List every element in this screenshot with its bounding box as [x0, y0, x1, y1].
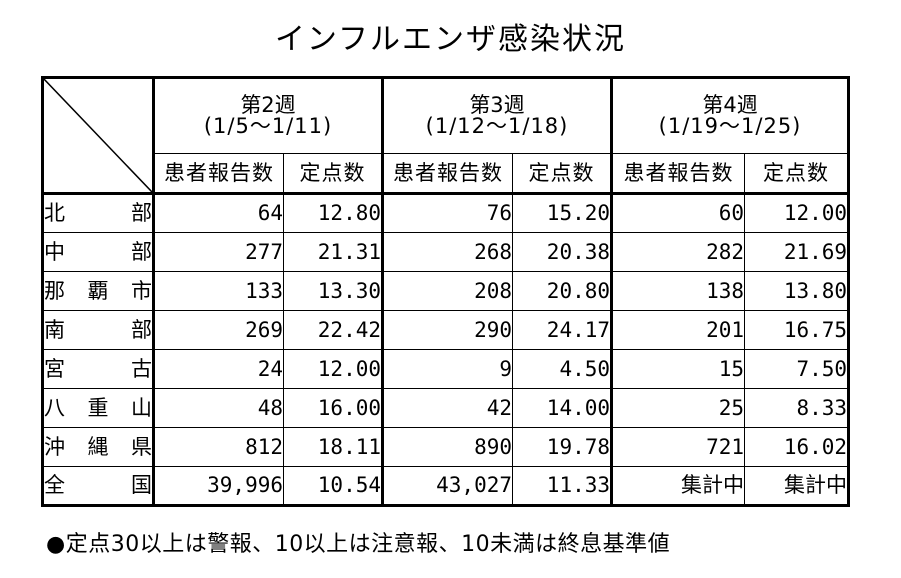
region-label: 沖縄県	[44, 434, 152, 459]
reports-cell: 208	[382, 271, 513, 311]
footnote: ●定点30以上は警報、10以上は注意報、10未満は終息基準値	[46, 532, 671, 557]
table-row: 中部 277 21.31 268 20.38 282 21.69	[42, 232, 850, 272]
column-header-reports: 患者報告数	[382, 153, 513, 194]
fixed-point-cell: 7.50	[744, 349, 850, 389]
fixed-point-cell: 15.20	[511, 192, 614, 233]
region-name: 中部	[42, 232, 155, 272]
region-name: 北部	[42, 192, 155, 233]
table-row: 沖縄県 812 18.11 890 19.78 721 16.02	[42, 427, 850, 467]
fixed-point-cell: 20.38	[511, 232, 614, 272]
fixed-point-cell: 16.75	[744, 310, 850, 350]
fixed-point-cell: 12.80	[283, 192, 384, 233]
reports-cell: 9	[382, 349, 513, 389]
region-label: 北部	[44, 201, 152, 225]
table-row: 宮古 24 12.00 9 4.50 15 7.50	[42, 349, 850, 389]
reports-cell: 43,027	[382, 466, 513, 506]
reports-cell: 138	[611, 271, 746, 311]
fixed-point-cell: 14.00	[511, 388, 614, 428]
region-name: 南部	[42, 310, 155, 350]
region-label: 南部	[44, 317, 152, 342]
week-header: 第4週 (1/19～1/25)	[611, 77, 850, 154]
reports-cell: 201	[611, 310, 746, 350]
week-header: 第2週 (1/5～1/11)	[153, 77, 384, 154]
fixed-point-cell: 13.30	[283, 271, 384, 311]
fixed-point-cell: 18.11	[283, 427, 384, 467]
fixed-point-cell: 21.31	[283, 232, 384, 272]
column-header-fixed-point: 定点数	[283, 153, 384, 194]
reports-cell: 282	[611, 232, 746, 272]
corner-cell	[42, 77, 155, 194]
week-label: 第3週	[469, 93, 525, 117]
fixed-point-cell: 22.42	[283, 310, 384, 350]
week-label: 第4週	[702, 93, 758, 117]
fixed-point-cell: 12.00	[283, 349, 384, 389]
week-range: (1/5～1/11)	[203, 114, 333, 138]
reports-cell: 48	[153, 388, 284, 428]
week-label: 第2週	[240, 93, 296, 117]
table-row: 全国 39,996 10.54 43,027 11.33 集計中 集計中	[42, 466, 850, 506]
week-range: (1/12～1/18)	[425, 114, 569, 138]
reports-cell: 60	[611, 192, 746, 233]
region-name: 全国	[42, 466, 155, 506]
region-name: 八重山	[42, 388, 155, 428]
reports-cell: 42	[382, 388, 513, 428]
fixed-point-cell: 16.02	[744, 427, 850, 467]
table-row: 八重山 48 16.00 42 14.00 25 8.33	[42, 388, 850, 428]
fixed-point-cell: 19.78	[511, 427, 614, 467]
reports-cell: 25	[611, 388, 746, 428]
column-header-fixed-point: 定点数	[511, 153, 614, 194]
fixed-point-cell: 10.54	[283, 466, 384, 506]
region-label: 全国	[44, 473, 152, 497]
fixed-point-cell: 12.00	[744, 192, 850, 233]
reports-cell: 890	[382, 427, 513, 467]
region-name: 宮古	[42, 349, 155, 389]
week-header: 第3週 (1/12～1/18)	[381, 77, 614, 154]
fixed-point-cell: 集計中	[744, 466, 850, 506]
week-range: (1/19～1/25)	[658, 114, 802, 138]
fixed-point-cell: 20.80	[511, 271, 614, 311]
region-label: 八重山	[44, 395, 152, 420]
fixed-point-cell: 4.50	[511, 349, 614, 389]
reports-cell: 24	[153, 349, 284, 389]
influenza-table: 第2週 (1/5～1/11) 第3週 (1/12～1/18) 第4週 (1/19…	[41, 76, 851, 507]
region-name: 沖縄県	[42, 427, 155, 467]
table-row: 那覇市 133 13.30 208 20.80 138 13.80	[42, 271, 850, 311]
fixed-point-cell: 13.80	[744, 271, 850, 311]
reports-cell: 277	[153, 232, 284, 272]
reports-cell: 269	[153, 310, 284, 350]
reports-cell: 133	[153, 271, 284, 311]
table-row: 南部 269 22.42 290 24.17 201 16.75	[42, 310, 850, 350]
region-name: 那覇市	[42, 271, 155, 311]
region-label: 宮古	[44, 356, 152, 381]
fixed-point-cell: 16.00	[283, 388, 384, 428]
reports-cell: 812	[153, 427, 284, 467]
region-label: 中部	[44, 239, 152, 264]
region-label: 那覇市	[44, 278, 152, 303]
fixed-point-cell: 24.17	[511, 310, 614, 350]
column-header-reports: 患者報告数	[153, 153, 284, 194]
reports-cell: 15	[611, 349, 746, 389]
reports-cell: 39,996	[153, 466, 284, 506]
page-title: インフルエンザ感染状況	[274, 22, 627, 57]
fixed-point-cell: 21.69	[744, 232, 850, 272]
column-header-fixed-point: 定点数	[744, 153, 850, 194]
fixed-point-cell: 8.33	[744, 388, 850, 428]
fixed-point-cell: 11.33	[511, 466, 614, 506]
reports-cell: 集計中	[611, 466, 746, 506]
reports-cell: 268	[382, 232, 513, 272]
table-row: 北部 64 12.80 76 15.20 60 12.00	[42, 192, 850, 233]
reports-cell: 76	[382, 192, 513, 233]
reports-cell: 290	[382, 310, 513, 350]
reports-cell: 64	[153, 192, 284, 233]
column-header-reports: 患者報告数	[611, 153, 746, 194]
reports-cell: 721	[611, 427, 746, 467]
